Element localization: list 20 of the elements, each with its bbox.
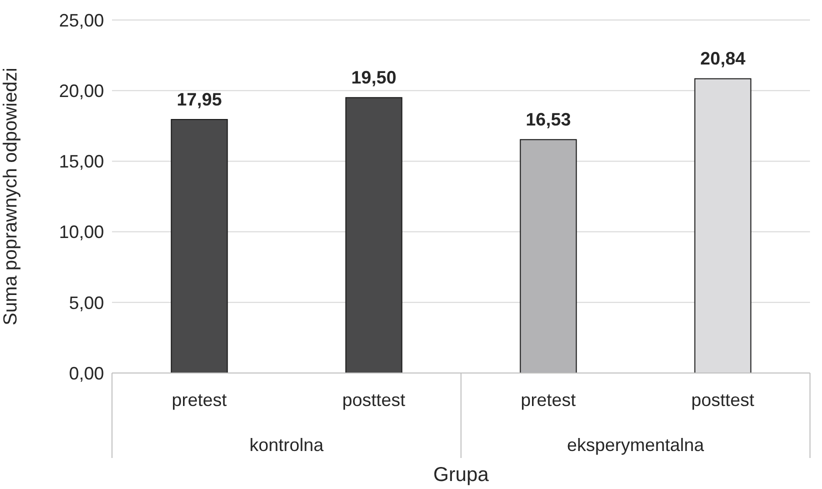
- x-axis-title: Grupa: [433, 464, 490, 486]
- y-tick-label: 25,00: [58, 10, 104, 30]
- y-tick-label: 15,00: [58, 152, 104, 172]
- x-tick-label: pretest: [520, 390, 576, 410]
- bar: [345, 97, 402, 373]
- y-tick-label: 5,00: [68, 292, 104, 313]
- x-tick-label: posttest: [342, 390, 406, 410]
- data-label: 20,84: [700, 48, 746, 69]
- data-label: 16,53: [526, 110, 571, 130]
- y-tick-label: 10,00: [58, 222, 104, 242]
- data-label: 19,50: [351, 68, 396, 88]
- y-axis-title: Suma poprawnych odpowiedzi: [0, 68, 22, 326]
- y-tick-label: 20,00: [58, 80, 104, 101]
- y-tick-label: 0,00: [68, 363, 104, 384]
- text: eksperymentalna: [566, 435, 706, 455]
- bar: [170, 119, 228, 373]
- text: kontrolna: [249, 435, 325, 455]
- x-tick-label: pretest: [172, 390, 227, 410]
- x-tick-label: posttest: [691, 390, 754, 410]
- data-label: 17,95: [176, 90, 222, 110]
